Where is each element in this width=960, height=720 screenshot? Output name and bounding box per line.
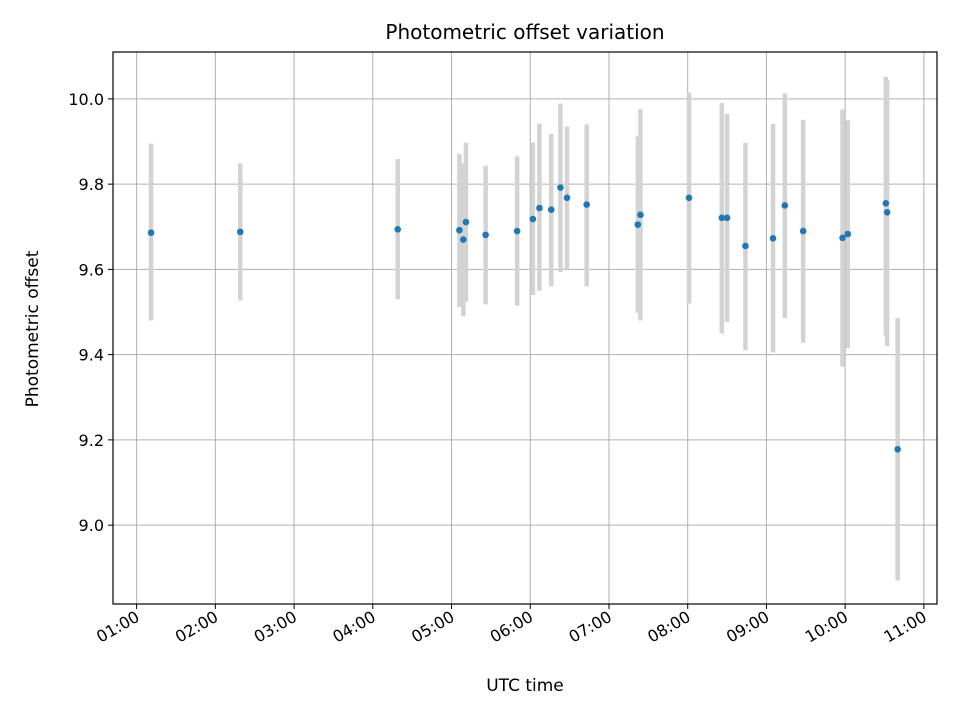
data-point — [513, 227, 521, 235]
data-point — [882, 200, 890, 207]
data-point — [456, 226, 463, 234]
data-point — [799, 227, 807, 235]
data-point — [547, 206, 555, 214]
data-point — [769, 234, 777, 242]
data-point — [781, 202, 789, 209]
data-point — [723, 214, 731, 222]
data-point-layer — [147, 184, 901, 453]
data-point — [583, 201, 590, 208]
y-tick-label: 9.6 — [79, 260, 104, 279]
data-point — [894, 445, 901, 453]
chart-title: Photometric offset variation — [385, 20, 664, 44]
data-point — [883, 208, 891, 216]
y-tick-label: 9.8 — [79, 175, 104, 194]
data-point — [536, 204, 543, 212]
x-axis-label: UTC time — [486, 676, 564, 696]
y-tick-label: 9.2 — [79, 431, 104, 450]
data-point — [634, 221, 642, 228]
data-point — [236, 228, 244, 236]
data-point — [482, 231, 489, 239]
data-point — [718, 214, 726, 222]
y-tick-label: 10.0 — [68, 90, 104, 109]
data-point — [563, 194, 571, 202]
data-point — [394, 226, 402, 233]
data-point — [844, 230, 852, 238]
data-point — [462, 218, 470, 226]
data-point — [839, 234, 846, 242]
data-point — [557, 184, 564, 191]
y-tick-label: 9.0 — [79, 516, 104, 535]
data-point — [460, 236, 467, 243]
data-point — [637, 211, 644, 219]
grid-layer — [113, 52, 937, 604]
data-point — [529, 215, 537, 223]
y-axis-label: Photometric offset — [23, 250, 43, 407]
data-point — [685, 194, 693, 202]
data-point — [742, 242, 749, 250]
y-tick-label: 9.4 — [79, 346, 104, 365]
data-point — [147, 229, 155, 237]
plot-frame — [112, 51, 938, 605]
